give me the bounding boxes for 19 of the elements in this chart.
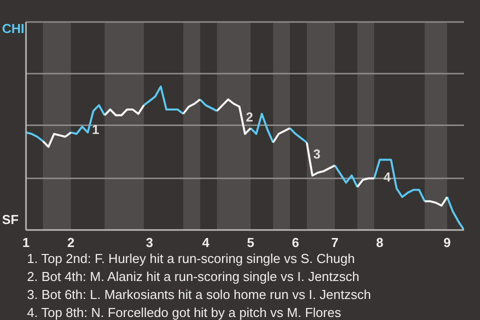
- annotation: 3: [313, 146, 320, 162]
- text: SF: [2, 212, 19, 228]
- annotation: 4: [383, 170, 392, 185]
- annotation: 2: [246, 109, 254, 124]
- annotation: 1: [92, 122, 100, 138]
- x-tick-label: 8: [376, 235, 384, 250]
- text: 2. Bot 4th: M. Alaniz hit a run-scoring single vs I. Jentzsch: [27, 268, 360, 286]
- x-tick-label: 5: [247, 235, 254, 250]
- x-tick-label: 1: [22, 235, 30, 250]
- x-tick-label: 9: [444, 235, 451, 250]
- x-tick-label: 4: [202, 235, 210, 250]
- x-tick-label: 3: [146, 235, 154, 250]
- text: 3. Bot 6th: L. Markosiants hit a solo home run vs I. Jentzsch: [27, 286, 372, 304]
- text: 1. Top 2nd: F. Hurley hit a run-scoring single vs S. Chugh: [27, 250, 356, 268]
- text: CHI: [2, 21, 24, 37]
- text: 4. Top 8th: N. Forcelledo got hit by a pitch vs M. Flores: [27, 304, 342, 320]
- x-tick-label: 2: [67, 235, 75, 250]
- x-tick-label: 6: [292, 235, 300, 250]
- x-tick-label: 7: [331, 235, 338, 250]
